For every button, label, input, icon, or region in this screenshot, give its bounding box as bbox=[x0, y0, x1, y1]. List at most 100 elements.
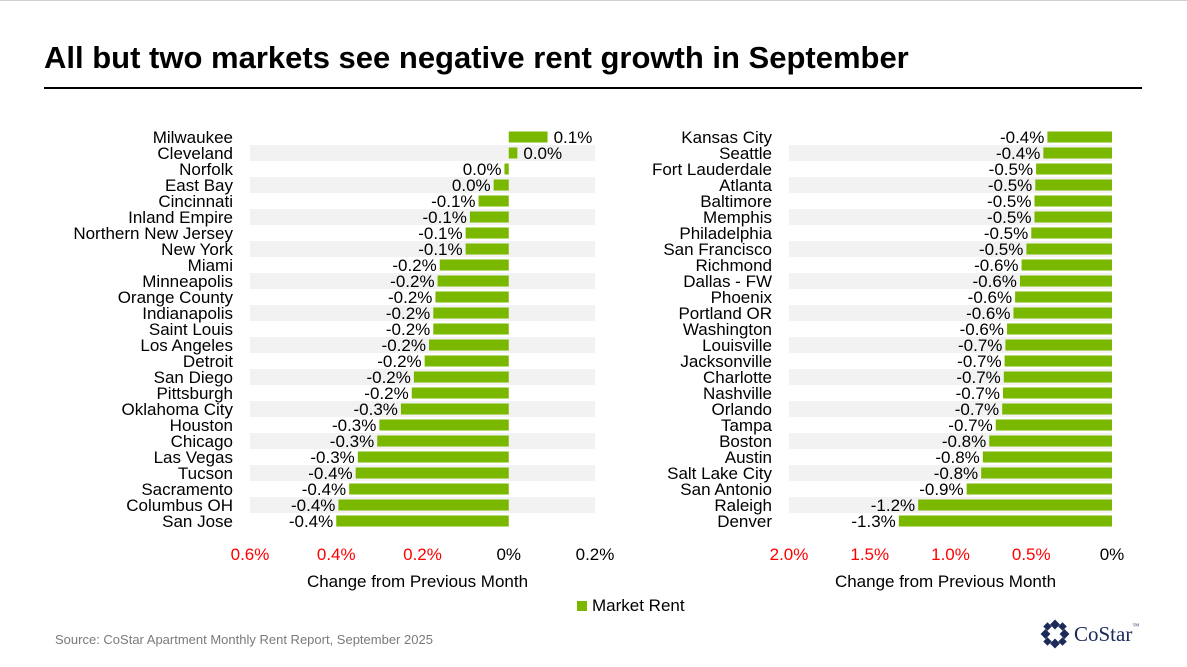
top-border bbox=[0, 0, 1187, 1]
category-label: Indianapolis bbox=[142, 304, 233, 323]
bar bbox=[982, 451, 1112, 463]
data-label: -0.7% bbox=[958, 336, 1002, 355]
bar bbox=[995, 419, 1112, 431]
data-label: -0.2% bbox=[366, 368, 410, 387]
bar bbox=[1015, 291, 1112, 303]
costar-logo-icon bbox=[1040, 619, 1070, 649]
data-label: -0.7% bbox=[957, 352, 1001, 371]
category-label: Philadelphia bbox=[679, 224, 772, 243]
x-tick-label: 0.4% bbox=[317, 545, 356, 564]
data-label: -0.8% bbox=[934, 464, 978, 483]
bar bbox=[424, 355, 509, 367]
data-label: -0.7% bbox=[948, 416, 992, 435]
category-label: Louisville bbox=[702, 336, 772, 355]
bar bbox=[966, 483, 1112, 495]
data-label: -0.4% bbox=[308, 464, 352, 483]
x-tick-label: 0.2% bbox=[576, 545, 615, 564]
data-label: -0.4% bbox=[302, 480, 346, 499]
data-label: -0.5% bbox=[987, 192, 1031, 211]
bar bbox=[1047, 131, 1112, 143]
bar bbox=[508, 147, 518, 159]
data-label: 0.0% bbox=[463, 160, 502, 179]
bar bbox=[377, 435, 509, 447]
x-tick-label: 2.0% bbox=[770, 545, 809, 564]
data-label: -0.1% bbox=[418, 240, 462, 259]
bar bbox=[357, 451, 509, 463]
data-label: -0.5% bbox=[988, 176, 1032, 195]
x-tick-label: 1.0% bbox=[931, 545, 970, 564]
bar bbox=[411, 387, 509, 399]
data-label: -0.3% bbox=[354, 400, 398, 419]
data-label: -0.2% bbox=[390, 272, 434, 291]
x-axis-label: Change from Previous Month bbox=[835, 572, 1056, 591]
x-tick-label: 0.5% bbox=[1012, 545, 1051, 564]
bar bbox=[1002, 387, 1112, 399]
bar bbox=[1043, 147, 1112, 159]
bar bbox=[1002, 403, 1112, 415]
data-label: 0.0% bbox=[523, 144, 562, 163]
costar-logo: CoStar™ bbox=[1040, 619, 1139, 649]
legend-swatch bbox=[577, 601, 587, 611]
data-label: -0.9% bbox=[919, 480, 963, 499]
data-label: -0.8% bbox=[935, 448, 979, 467]
data-label: -0.2% bbox=[386, 304, 430, 323]
category-label: Orlando bbox=[712, 400, 772, 419]
bar bbox=[1005, 339, 1112, 351]
category-label: Memphis bbox=[703, 208, 772, 227]
category-label: Miami bbox=[188, 256, 233, 275]
bar bbox=[400, 403, 509, 415]
bar bbox=[1035, 179, 1112, 191]
bar bbox=[1034, 211, 1112, 223]
category-label: San Jose bbox=[162, 512, 233, 531]
bar bbox=[504, 163, 509, 175]
category-label: Baltimore bbox=[700, 192, 772, 211]
legend-label: Market Rent bbox=[592, 596, 685, 615]
category-label: Denver bbox=[717, 512, 772, 531]
data-label: -0.4% bbox=[1000, 128, 1044, 147]
bar bbox=[338, 499, 509, 511]
data-label: -0.4% bbox=[996, 144, 1040, 163]
costar-logo-text: CoStar™ bbox=[1074, 621, 1140, 646]
category-label: Tucson bbox=[178, 464, 233, 483]
category-label: Inland Empire bbox=[128, 208, 233, 227]
data-label: -0.2% bbox=[382, 336, 426, 355]
legend: Market Rent bbox=[577, 596, 685, 616]
category-label: New York bbox=[161, 240, 233, 259]
bar bbox=[469, 211, 509, 223]
category-label: San Diego bbox=[154, 368, 233, 387]
category-label: Minneapolis bbox=[142, 272, 233, 291]
category-label: Northern New Jersey bbox=[73, 224, 233, 243]
data-label: -0.6% bbox=[974, 256, 1018, 275]
bar bbox=[478, 195, 509, 207]
chart-title: All but two markets see negative rent gr… bbox=[44, 40, 909, 75]
data-label: -1.3% bbox=[851, 512, 895, 531]
bar bbox=[1019, 275, 1112, 287]
x-tick-label: 1.5% bbox=[850, 545, 889, 564]
data-label: -0.1% bbox=[431, 192, 475, 211]
x-axis-label: Change from Previous Month bbox=[307, 572, 528, 591]
data-label: -0.5% bbox=[987, 208, 1031, 227]
category-label: Tampa bbox=[721, 416, 773, 435]
category-label: San Antonio bbox=[680, 480, 772, 499]
bar bbox=[1036, 163, 1112, 175]
data-label: -0.6% bbox=[968, 288, 1012, 307]
bar bbox=[1004, 355, 1112, 367]
data-label: -0.2% bbox=[392, 256, 436, 275]
data-label: 0.0% bbox=[452, 176, 491, 195]
bar bbox=[981, 467, 1112, 479]
bar bbox=[1021, 259, 1112, 271]
category-label: Nashville bbox=[703, 384, 772, 403]
category-label: Phoenix bbox=[711, 288, 773, 307]
data-label: -0.7% bbox=[955, 400, 999, 419]
data-label: -0.1% bbox=[418, 224, 462, 243]
category-label: Chicago bbox=[171, 432, 233, 451]
category-label: Jacksonville bbox=[680, 352, 772, 371]
bar bbox=[439, 259, 509, 271]
category-label: Raleigh bbox=[714, 496, 772, 515]
category-label: Boston bbox=[719, 432, 772, 451]
row-band bbox=[250, 177, 595, 193]
bar bbox=[898, 515, 1112, 527]
category-label: Richmond bbox=[695, 256, 772, 275]
category-label: Austin bbox=[725, 448, 772, 467]
data-label: -0.7% bbox=[956, 368, 1000, 387]
